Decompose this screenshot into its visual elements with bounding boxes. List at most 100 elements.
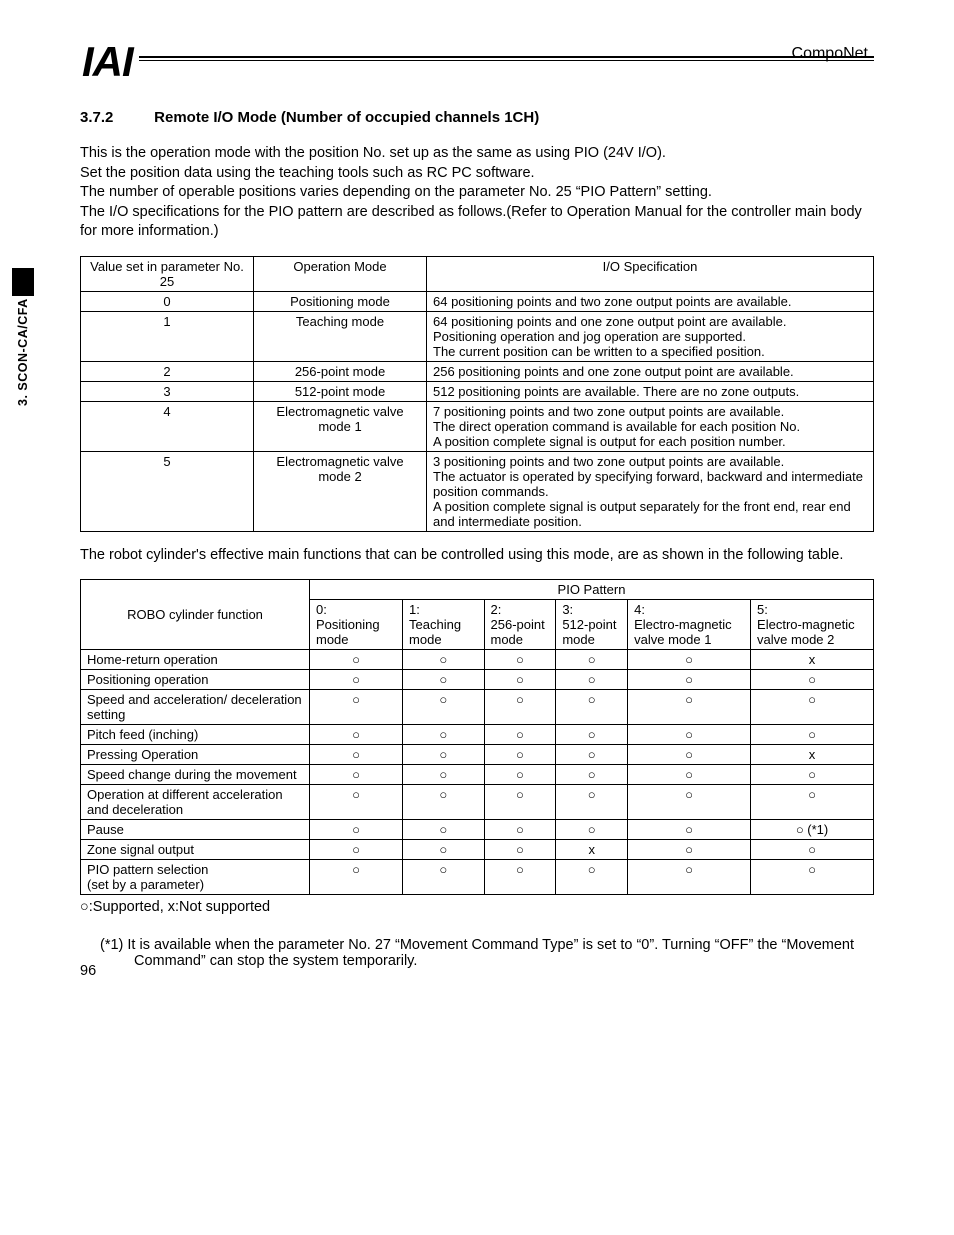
t2-cell: ○	[403, 725, 484, 745]
t2-cell: ○	[628, 860, 751, 895]
t2-cell: ○	[310, 820, 403, 840]
t1-spec: 512 positioning points are available. Th…	[427, 381, 874, 401]
t2-function: Home-return operation	[81, 650, 310, 670]
t2-cell: ○	[403, 745, 484, 765]
t2-cell: ○	[310, 765, 403, 785]
t2-colheader: 5:Electro-magnetic valve mode 2	[751, 600, 874, 650]
t2-cell: x	[751, 745, 874, 765]
table-row: 1Teaching mode64 positioning points and …	[81, 311, 874, 361]
t2-function: Pitch feed (inching)	[81, 725, 310, 745]
t2-cell: ○	[484, 725, 556, 745]
page-number: 96	[80, 963, 96, 979]
t2-cell: ○	[310, 670, 403, 690]
t1-mode: 256-point mode	[254, 361, 427, 381]
t2-cell: ○	[310, 860, 403, 895]
t2-cell: ○	[484, 860, 556, 895]
t1-value: 0	[81, 291, 254, 311]
table-row: Pitch feed (inching)○○○○○○	[81, 725, 874, 745]
section-heading: Remote I/O Mode (Number of occupied chan…	[154, 109, 539, 126]
t2-cell: ○	[556, 860, 628, 895]
t2-cell: ○	[310, 650, 403, 670]
legend: ○:Supported, x:Not supported	[80, 899, 874, 915]
t2-cell: ○	[556, 650, 628, 670]
function-table: ROBO cylinder function PIO Pattern 0:Pos…	[80, 579, 874, 895]
t1-value: 2	[81, 361, 254, 381]
table-row: 0Positioning mode64 positioning points a…	[81, 291, 874, 311]
t2-cell: ○	[403, 765, 484, 785]
t1-h0: Value set in parameter No. 25	[81, 256, 254, 291]
table-row: 5Electromagnetic valve mode 23 positioni…	[81, 451, 874, 531]
t2-cell: ○	[628, 725, 751, 745]
table-row: Zone signal output○○○x○○	[81, 840, 874, 860]
t2-cell: ○	[751, 840, 874, 860]
t2-cell: ○	[310, 840, 403, 860]
t2-cell: ○	[484, 690, 556, 725]
t2-cell: ○	[751, 785, 874, 820]
t2-cell: ○	[556, 785, 628, 820]
logo: IAI	[80, 41, 139, 83]
t2-cell: ○	[628, 765, 751, 785]
t2-cell: ○	[628, 785, 751, 820]
t2-cell: ○	[484, 820, 556, 840]
t2-cell: ○	[310, 745, 403, 765]
table-row: Home-return operation○○○○○x	[81, 650, 874, 670]
t2-cell: ○	[484, 745, 556, 765]
t2-cell: ○	[403, 670, 484, 690]
t2-cell: ○	[310, 725, 403, 745]
page-header: IAI CompoNet	[80, 56, 874, 75]
t2-cell: ○	[751, 725, 874, 745]
t2-cell: x	[751, 650, 874, 670]
t1-h2: I/O Specification	[427, 256, 874, 291]
t2-cell: ○	[310, 690, 403, 725]
t2-function: Positioning operation	[81, 670, 310, 690]
t1-mode: Electromagnetic valve mode 2	[254, 451, 427, 531]
t2-cell: ○	[484, 840, 556, 860]
footnote: (*1) It is available when the parameter …	[80, 937, 874, 969]
t2-colheader: 3:512-point mode	[556, 600, 628, 650]
t2-function: Zone signal output	[81, 840, 310, 860]
t2-cell: ○	[628, 840, 751, 860]
t1-mode: Positioning mode	[254, 291, 427, 311]
t2-cell: ○	[403, 840, 484, 860]
t2-cell: x	[556, 840, 628, 860]
t2-cell: ○	[484, 650, 556, 670]
t2-function: Operation at different acceleration and …	[81, 785, 310, 820]
t2-function: Pause	[81, 820, 310, 840]
table-row: Speed and acceleration/ deceleration set…	[81, 690, 874, 725]
t1-spec: 64 positioning points and two zone outpu…	[427, 291, 874, 311]
t2-cell: ○	[403, 820, 484, 840]
t2-function: PIO pattern selection(set by a parameter…	[81, 860, 310, 895]
t2-cell: ○	[403, 690, 484, 725]
t1-spec: 7 positioning points and two zone output…	[427, 401, 874, 451]
section-number: 3.7.2	[80, 109, 150, 126]
mid-paragraph: The robot cylinder's effective main func…	[80, 546, 874, 566]
t2-colheader: 2:256-point mode	[484, 600, 556, 650]
header-right: CompoNet	[792, 45, 874, 65]
table-row: 4Electromagnetic valve mode 17 positioni…	[81, 401, 874, 451]
t2-colheader: 1:Teaching mode	[403, 600, 484, 650]
t2-cell: ○	[556, 690, 628, 725]
t2-cell: ○	[628, 690, 751, 725]
t2-function: Pressing Operation	[81, 745, 310, 765]
t2-cell: ○ (*1)	[751, 820, 874, 840]
table-row: PIO pattern selection(set by a parameter…	[81, 860, 874, 895]
t2-cell: ○	[484, 765, 556, 785]
t2-cell: ○	[556, 765, 628, 785]
t2-cell: ○	[751, 765, 874, 785]
table-row: Positioning operation○○○○○○	[81, 670, 874, 690]
t1-h1: Operation Mode	[254, 256, 427, 291]
t2-cell: ○	[628, 650, 751, 670]
t2-cell: ○	[556, 670, 628, 690]
t2-cell: ○	[403, 785, 484, 820]
io-spec-table: Value set in parameter No. 25 Operation …	[80, 256, 874, 532]
t2-cell: ○	[556, 745, 628, 765]
t2-cell: ○	[751, 860, 874, 895]
t2-cell: ○	[628, 745, 751, 765]
t1-spec: 256 positioning points and one zone outp…	[427, 361, 874, 381]
t2-cell: ○	[484, 785, 556, 820]
t1-value: 1	[81, 311, 254, 361]
t1-mode: 512-point mode	[254, 381, 427, 401]
t2-cell: ○	[628, 820, 751, 840]
intro-paragraph: This is the operation mode with the posi…	[80, 144, 874, 242]
table-row: Pause○○○○○○ (*1)	[81, 820, 874, 840]
